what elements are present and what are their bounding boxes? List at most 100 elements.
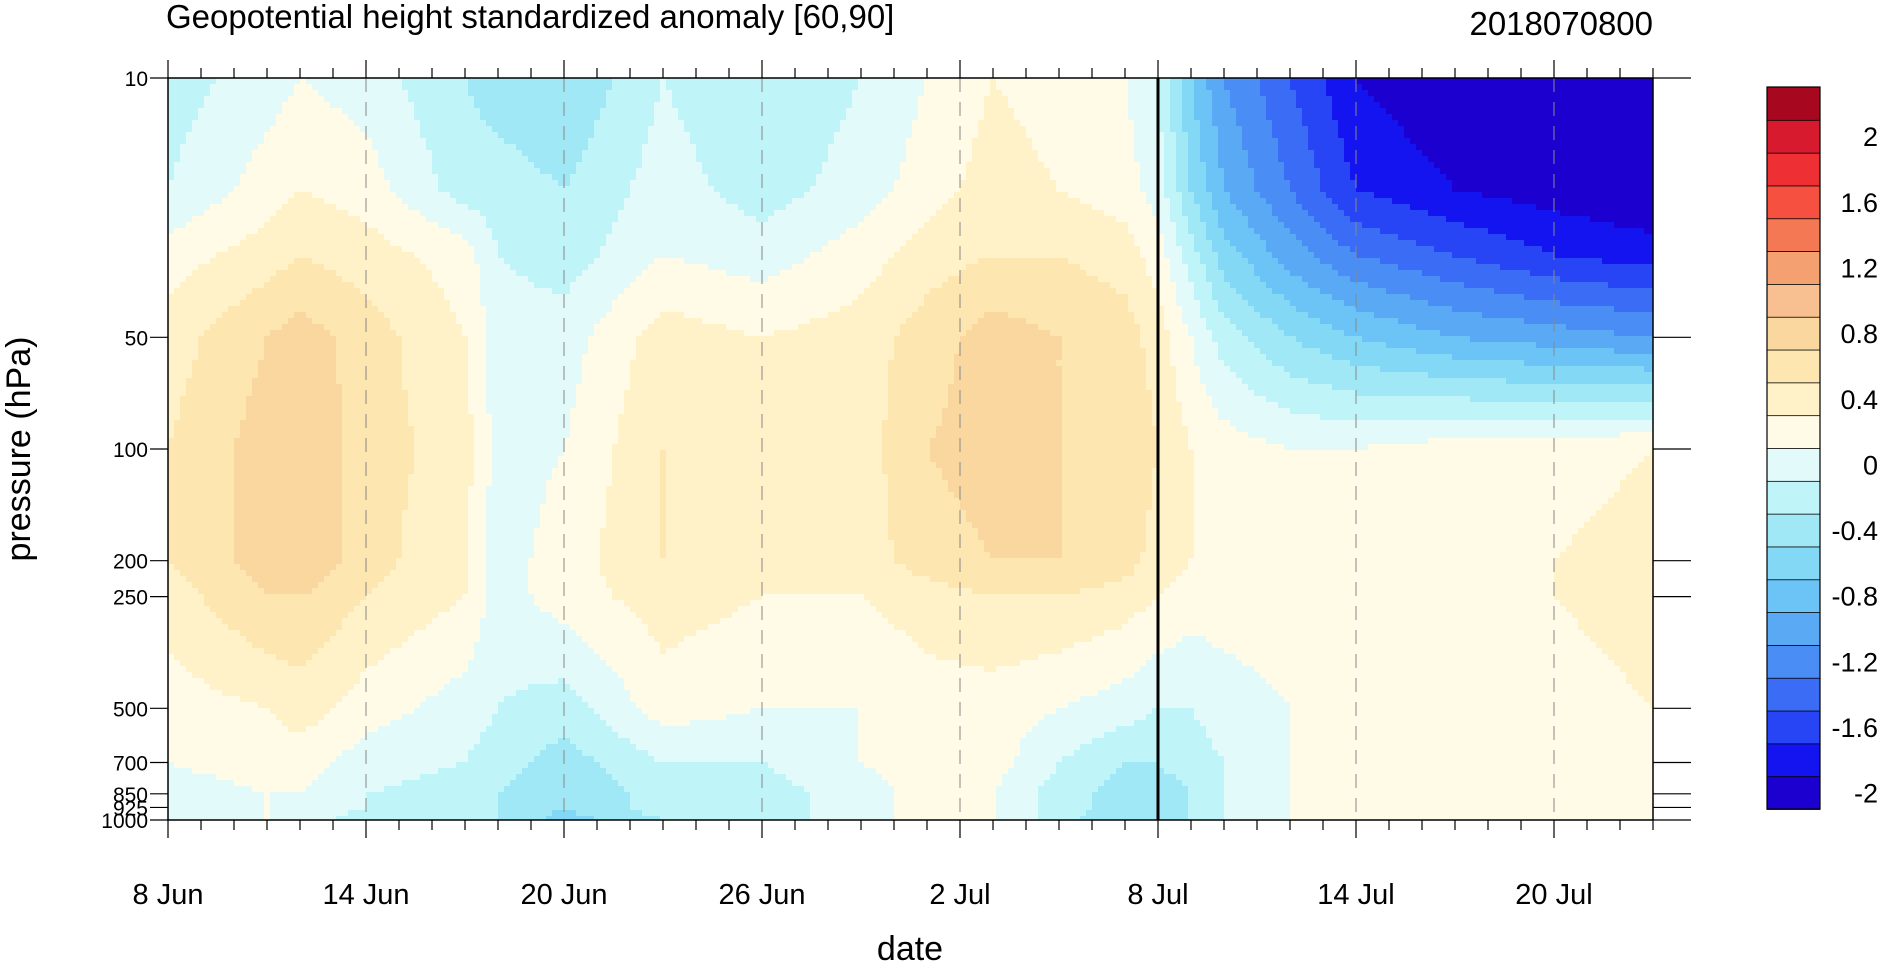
field-cell	[1188, 144, 1195, 151]
field-cell	[1404, 174, 1411, 181]
field-cell	[516, 108, 523, 115]
field-cell	[300, 108, 307, 115]
field-cell	[996, 108, 1003, 115]
field-cell	[834, 138, 841, 145]
field-cell	[312, 180, 319, 187]
field-cell	[864, 138, 871, 145]
field-cell	[1512, 102, 1519, 109]
field-cell	[1434, 96, 1441, 103]
field-cell	[210, 108, 217, 115]
field-cell	[1032, 114, 1039, 121]
field-cell	[1272, 78, 1279, 85]
field-cell	[342, 198, 349, 205]
field-cell	[906, 90, 913, 97]
field-cell	[1602, 84, 1609, 91]
field-cell	[1080, 108, 1087, 115]
field-cell	[804, 84, 811, 91]
field-cell	[264, 192, 271, 199]
field-cell	[282, 138, 289, 145]
field-cell	[264, 114, 271, 121]
field-cell	[306, 120, 313, 127]
field-cell	[1488, 174, 1495, 181]
field-cell	[1104, 174, 1111, 181]
field-cell	[1038, 192, 1045, 199]
field-cell	[1212, 192, 1219, 199]
field-cell	[450, 90, 457, 97]
field-cell	[1302, 120, 1309, 127]
field-cell	[1464, 144, 1471, 151]
field-cell	[1134, 102, 1141, 109]
field-cell	[912, 150, 919, 157]
field-cell	[1044, 156, 1051, 163]
field-cell	[522, 174, 529, 181]
field-cell	[606, 102, 613, 109]
field-cell	[384, 144, 391, 151]
field-cell	[198, 156, 205, 163]
field-cell	[1020, 114, 1027, 121]
field-cell	[1494, 156, 1501, 163]
field-cell	[1494, 192, 1501, 199]
field-cell	[780, 168, 787, 175]
field-cell	[1608, 84, 1615, 91]
field-cell	[504, 144, 511, 151]
field-cell	[1512, 162, 1519, 169]
field-cell	[576, 102, 583, 109]
field-cell	[648, 174, 655, 181]
field-cell	[840, 114, 847, 121]
field-cell	[1152, 90, 1159, 97]
field-cell	[1638, 192, 1645, 199]
field-cell	[894, 174, 901, 181]
field-cell	[798, 126, 805, 133]
field-cell	[1548, 132, 1555, 139]
field-cell	[1392, 96, 1399, 103]
field-cell	[1452, 150, 1459, 157]
field-cell	[774, 168, 781, 175]
field-cell	[354, 144, 361, 151]
field-cell	[582, 78, 589, 85]
field-cell	[1110, 174, 1117, 181]
field-cell	[930, 126, 937, 133]
field-cell	[1212, 174, 1219, 181]
field-cell	[936, 174, 943, 181]
field-cell	[1110, 90, 1117, 97]
field-cell	[174, 186, 181, 193]
field-cell	[576, 144, 583, 151]
field-cell	[306, 90, 313, 97]
field-cell	[864, 126, 871, 133]
field-cell	[1338, 96, 1345, 103]
field-cell	[204, 186, 211, 193]
field-cell	[522, 114, 529, 121]
field-cell	[630, 132, 637, 139]
field-cell	[1206, 168, 1213, 175]
field-cell	[1068, 108, 1075, 115]
field-cell	[312, 114, 319, 121]
field-cell	[588, 138, 595, 145]
field-cell	[318, 138, 325, 145]
field-cell	[1476, 174, 1483, 181]
field-cell	[1182, 108, 1189, 115]
field-cell	[438, 174, 445, 181]
field-cell	[204, 156, 211, 163]
field-cell	[864, 132, 871, 139]
field-cell	[1284, 114, 1291, 121]
field-cell	[1278, 108, 1285, 115]
field-cell	[180, 120, 187, 127]
field-cell	[492, 156, 499, 163]
field-cell	[1230, 180, 1237, 187]
field-cell	[1536, 114, 1543, 121]
field-cell	[954, 108, 961, 115]
field-cell	[1332, 114, 1339, 121]
field-cell	[1404, 192, 1411, 199]
field-cell	[768, 84, 775, 91]
field-cell	[1074, 150, 1081, 157]
field-cell	[1068, 162, 1075, 169]
field-cell	[390, 186, 397, 193]
field-cell	[714, 78, 721, 85]
field-cell	[960, 84, 967, 91]
field-cell	[1410, 138, 1417, 145]
field-cell	[1326, 138, 1333, 145]
field-cell	[486, 168, 493, 175]
field-cell	[510, 108, 517, 115]
field-cell	[1344, 114, 1351, 121]
field-cell	[714, 162, 721, 169]
